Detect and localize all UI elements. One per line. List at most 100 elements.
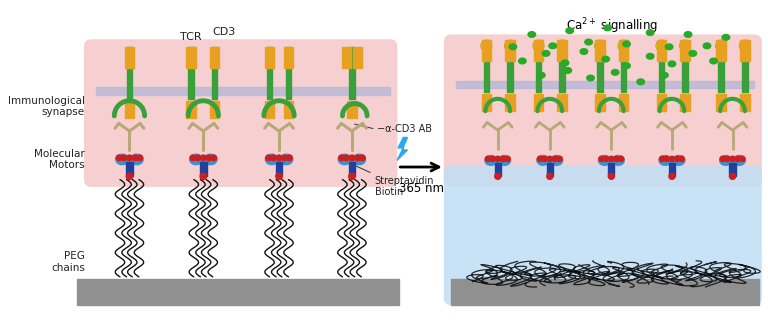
Bar (558, 94, 567, 111)
Bar (680, 94, 690, 111)
Bar (452, 279, 759, 305)
Circle shape (538, 156, 543, 161)
Bar (491, 158, 505, 163)
Ellipse shape (566, 28, 574, 34)
Ellipse shape (612, 155, 624, 165)
Circle shape (282, 155, 287, 161)
Ellipse shape (204, 154, 217, 165)
Ellipse shape (637, 79, 644, 85)
Bar (188, 47, 194, 99)
Bar (619, 94, 628, 111)
Ellipse shape (280, 154, 293, 165)
Bar (547, 163, 553, 176)
Circle shape (195, 155, 200, 161)
Bar (78, 279, 399, 305)
Bar (535, 40, 541, 92)
Circle shape (126, 173, 133, 180)
Circle shape (505, 156, 510, 161)
Bar (559, 40, 565, 92)
Bar (272, 157, 286, 162)
Circle shape (132, 155, 138, 161)
Bar (558, 40, 567, 61)
Text: Ca$^{2+}$ signalling: Ca$^{2+}$ signalling (566, 16, 658, 36)
Circle shape (724, 156, 730, 161)
Circle shape (547, 173, 553, 179)
Ellipse shape (518, 58, 526, 64)
Bar (482, 94, 491, 111)
Ellipse shape (528, 31, 535, 37)
Ellipse shape (585, 39, 592, 45)
Ellipse shape (587, 75, 594, 81)
Circle shape (270, 155, 276, 161)
Bar (608, 163, 614, 176)
Bar (534, 40, 543, 61)
Ellipse shape (190, 154, 203, 165)
Circle shape (664, 156, 669, 161)
Text: P: P (535, 41, 541, 50)
Circle shape (206, 155, 212, 161)
Text: P: P (507, 41, 513, 50)
Circle shape (276, 173, 283, 180)
Ellipse shape (703, 43, 710, 49)
Bar (657, 94, 667, 111)
Ellipse shape (485, 155, 497, 165)
Circle shape (618, 156, 624, 161)
Ellipse shape (611, 69, 619, 75)
Circle shape (200, 173, 207, 180)
Circle shape (190, 155, 196, 161)
Bar (96, 87, 390, 95)
Circle shape (599, 156, 604, 161)
Ellipse shape (537, 155, 549, 165)
Bar (598, 40, 603, 92)
Bar (595, 40, 604, 61)
Bar (619, 40, 628, 61)
Ellipse shape (538, 72, 545, 78)
Ellipse shape (710, 58, 717, 64)
Ellipse shape (580, 49, 588, 54)
Bar (659, 40, 664, 92)
Bar (718, 40, 724, 92)
Circle shape (552, 156, 558, 161)
Bar (349, 47, 355, 99)
Bar (505, 40, 515, 61)
Bar (495, 163, 501, 176)
Text: Molecular
Motors: Molecular Motors (35, 149, 85, 170)
Bar (682, 40, 688, 92)
FancyBboxPatch shape (444, 35, 762, 187)
Circle shape (730, 156, 735, 161)
Ellipse shape (660, 72, 668, 78)
Bar (276, 162, 283, 176)
FancyBboxPatch shape (84, 39, 397, 187)
Bar (347, 101, 356, 118)
Ellipse shape (720, 155, 732, 165)
Text: P: P (559, 41, 565, 50)
Circle shape (286, 155, 293, 161)
Circle shape (557, 156, 562, 161)
FancyBboxPatch shape (444, 165, 762, 305)
Bar (740, 94, 750, 111)
Circle shape (200, 155, 206, 161)
Bar (742, 40, 748, 92)
Text: CD3: CD3 (213, 27, 236, 37)
Bar (210, 101, 220, 118)
Text: Immunological
synapse: Immunological synapse (8, 95, 85, 117)
Circle shape (669, 156, 674, 161)
Circle shape (501, 156, 505, 161)
Bar (283, 47, 293, 68)
Text: P: P (484, 41, 489, 50)
Bar (484, 40, 489, 92)
Text: P: P (682, 41, 688, 50)
Circle shape (339, 155, 344, 161)
Circle shape (127, 155, 132, 161)
Circle shape (730, 173, 736, 179)
Bar (122, 157, 137, 162)
Bar (265, 101, 274, 118)
Bar (266, 47, 273, 99)
Bar (717, 40, 726, 61)
Text: P: P (659, 41, 664, 50)
Ellipse shape (733, 155, 746, 165)
Ellipse shape (604, 25, 611, 31)
Ellipse shape (353, 154, 366, 165)
Ellipse shape (131, 154, 143, 165)
Bar (126, 162, 133, 176)
